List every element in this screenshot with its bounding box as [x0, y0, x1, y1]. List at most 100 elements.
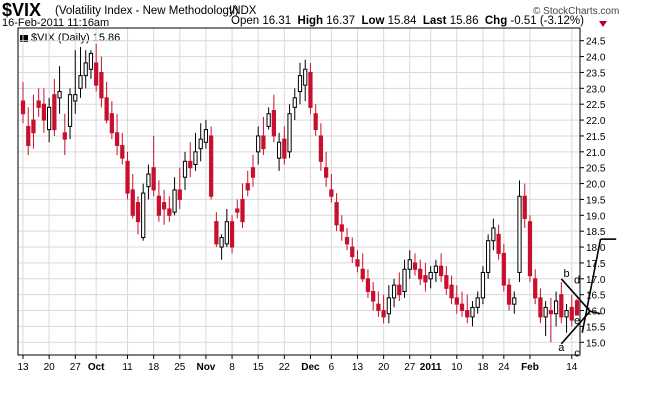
candle: [229, 221, 235, 248]
candle: [245, 183, 250, 191]
x-tick-label: Nov: [196, 362, 215, 373]
candle: [308, 71, 313, 108]
candle: [156, 195, 162, 216]
candle: [203, 129, 209, 143]
pattern-label: b: [563, 268, 569, 280]
candle: [219, 237, 224, 248]
candle: [496, 233, 501, 254]
candle: [360, 268, 365, 280]
x-tick-label: 6: [329, 362, 335, 373]
candle: [141, 192, 146, 239]
low-value: 15.84: [387, 15, 417, 27]
candle: [146, 173, 151, 188]
candle: [271, 110, 276, 137]
candle: [198, 138, 203, 150]
candle: [188, 160, 193, 169]
candle: [548, 310, 553, 315]
candle: [512, 297, 517, 305]
y-tick-label: 23.0: [586, 84, 606, 95]
candle: [533, 278, 538, 299]
candle: [506, 284, 512, 305]
x-tick-label: 20: [44, 362, 56, 373]
candle: [47, 106, 52, 131]
candle: [522, 195, 527, 219]
x-tick-label: 27: [70, 362, 82, 373]
candle: [57, 90, 62, 99]
candle: [491, 227, 496, 242]
candle: [329, 189, 334, 197]
candle: [386, 297, 391, 315]
candle: [41, 103, 47, 121]
candle: [104, 97, 109, 121]
candle: [318, 135, 324, 162]
x-tick-label: 18: [148, 362, 160, 373]
candle: [559, 294, 564, 318]
high-label: High: [297, 15, 324, 27]
y-tick-label: 21.5: [586, 132, 606, 143]
legend-swatch-icon: [20, 34, 28, 42]
ohlc-readout: Open 16.31 High 16.37 Low 15.84 Last 15.…: [231, 15, 584, 27]
x-tick-label: 24: [498, 362, 510, 373]
candle: [209, 135, 214, 197]
candle: [397, 284, 402, 296]
y-tick-label: 24.5: [586, 37, 606, 48]
candle: [391, 284, 397, 299]
candle: [334, 202, 339, 226]
trendline: [560, 278, 591, 312]
candle: [433, 265, 439, 273]
candle: [465, 310, 470, 318]
candle: [214, 221, 219, 245]
candle: [120, 144, 125, 159]
y-tick-label: 15.0: [586, 338, 606, 349]
candle: [418, 268, 423, 280]
candle: [569, 306, 574, 321]
candle: [240, 198, 245, 223]
quote-date: 16-Feb-2011 11:16am: [2, 17, 110, 29]
candle: [412, 262, 418, 270]
x-tick-label: 11: [122, 362, 133, 373]
candle: [324, 167, 329, 178]
y-tick-label: 19.0: [586, 211, 606, 222]
candle: [109, 113, 114, 134]
chg-value: -0.51 (-3.12%): [510, 15, 584, 27]
candle: [355, 259, 360, 267]
candle: [26, 125, 31, 146]
candle: [543, 306, 548, 318]
pattern-label: a: [558, 342, 565, 354]
candle: [517, 195, 522, 273]
y-tick-label: 20.0: [586, 180, 606, 191]
pattern-label: d: [574, 274, 580, 286]
candle: [52, 94, 57, 131]
candle: [486, 240, 491, 273]
candle: [423, 275, 428, 283]
candle: [276, 141, 282, 159]
pattern-label: e: [574, 315, 580, 327]
candle: [182, 160, 188, 178]
symbol-title: $VIX: [2, 0, 42, 20]
high-value: 16.37: [326, 15, 356, 27]
candle: [553, 300, 559, 315]
candle: [83, 62, 88, 77]
candle: [177, 189, 182, 200]
candle: [444, 275, 449, 289]
candle: [224, 221, 229, 245]
candle: [88, 52, 94, 70]
candle: [287, 113, 292, 153]
candle: [256, 135, 261, 153]
y-tick-label: 18.5: [586, 227, 606, 238]
candle-latest: [574, 300, 580, 316]
y-tick-label: 23.5: [586, 68, 606, 79]
y-tick-label: 15.5: [586, 322, 606, 333]
candle: [62, 132, 67, 140]
candle: [297, 75, 303, 92]
candle: [313, 113, 318, 131]
candle: [114, 132, 120, 146]
copyright[interactable]: © StockCharts.com: [533, 6, 620, 17]
candle: [470, 306, 475, 318]
exchange-label: INDX: [229, 5, 257, 17]
x-tick-label: 25: [174, 362, 186, 373]
y-tick-label: 24.0: [586, 53, 606, 64]
candle: [250, 167, 256, 178]
candle: [501, 252, 506, 286]
